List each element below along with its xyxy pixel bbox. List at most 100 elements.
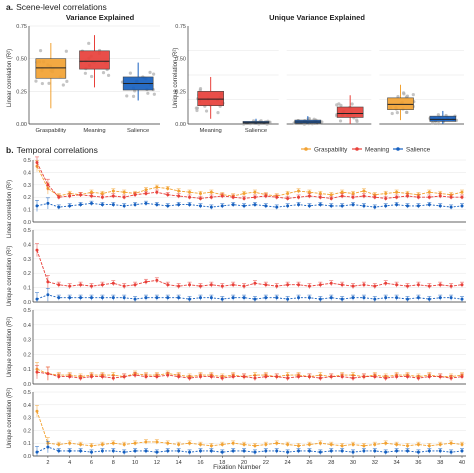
box-graspability-box bbox=[35, 58, 67, 79]
y-tick-label: 0.4 bbox=[23, 242, 31, 248]
data-point bbox=[405, 94, 410, 98]
x-tick-label: 20 bbox=[241, 460, 247, 466]
data-point-salience bbox=[395, 296, 399, 300]
data-point-salience bbox=[427, 449, 431, 453]
y-tick-label: 0.0 bbox=[23, 454, 31, 460]
data-point-salience bbox=[209, 449, 213, 453]
data-point-graspability bbox=[188, 190, 192, 194]
data-point-meaning bbox=[416, 283, 420, 287]
y-tick-label: 0.3 bbox=[23, 416, 31, 422]
y-tick-label: 0.5 bbox=[23, 228, 31, 234]
data-point-graspability bbox=[111, 189, 115, 193]
data-point-salience bbox=[155, 203, 159, 207]
unique-variance-title: Unique Variance Explained bbox=[269, 13, 365, 22]
temporal-unique-meaning-chart: 0.0 0.1 0.2 0.3 0.4 0.5 bbox=[23, 228, 466, 306]
data-point-meaning bbox=[198, 284, 202, 288]
data-point-meaning bbox=[340, 194, 344, 198]
data-point-salience bbox=[297, 296, 301, 300]
data-point bbox=[404, 110, 409, 115]
data-point-salience bbox=[438, 204, 442, 208]
y-tick-label: 0.3 bbox=[23, 338, 31, 344]
ylabel-temporal-1: Linear correlation (R²) bbox=[7, 180, 13, 238]
data-point-salience bbox=[373, 297, 377, 301]
x-tick-label: 4 bbox=[68, 460, 71, 466]
y-tick-label: 0.00 bbox=[16, 122, 27, 128]
ylabel-temporal-2: Unique correlation (R²) bbox=[7, 246, 13, 307]
data-point-graspability bbox=[362, 189, 366, 193]
data-point-salience bbox=[79, 203, 83, 207]
x-tick-label: Meaning bbox=[83, 128, 105, 134]
data-point-salience bbox=[242, 449, 246, 453]
data-point bbox=[146, 91, 150, 95]
data-point-meaning bbox=[242, 375, 246, 379]
data-point-meaning bbox=[438, 194, 442, 198]
data-point-salience bbox=[35, 204, 39, 208]
data-point-salience bbox=[307, 449, 311, 453]
data-point-salience bbox=[177, 296, 181, 300]
data-point-graspability bbox=[384, 191, 388, 195]
box-salience-box bbox=[429, 115, 457, 122]
data-point-meaning bbox=[35, 160, 39, 164]
data-point-salience bbox=[264, 204, 268, 208]
y-tick-label: 0.2 bbox=[23, 352, 31, 358]
data-point bbox=[395, 110, 399, 115]
data-point-salience bbox=[264, 449, 268, 453]
data-point-salience bbox=[111, 203, 115, 207]
data-point-salience bbox=[68, 449, 72, 453]
data-point-salience bbox=[307, 204, 311, 208]
series-line-meaning bbox=[36, 250, 463, 287]
y-tick-label: 0.2 bbox=[23, 195, 31, 201]
data-point-salience bbox=[89, 296, 93, 300]
data-point bbox=[40, 81, 44, 86]
data-point-salience bbox=[100, 296, 104, 300]
x-tick-label: Meaning bbox=[200, 128, 222, 134]
data-point-meaning bbox=[144, 191, 148, 195]
data-point-graspability bbox=[318, 441, 322, 445]
data-point-meaning bbox=[427, 284, 431, 288]
data-point-graspability bbox=[460, 442, 464, 446]
data-point-meaning bbox=[231, 283, 235, 287]
data-point-graspability bbox=[416, 442, 420, 446]
data-point-graspability bbox=[329, 442, 333, 446]
data-point-meaning bbox=[351, 284, 355, 288]
data-point-salience bbox=[460, 297, 464, 301]
series-line-graspability bbox=[36, 368, 463, 378]
series-line-meaning bbox=[36, 162, 462, 199]
data-point-salience bbox=[351, 296, 355, 300]
data-point-salience bbox=[253, 450, 257, 454]
y-tick-label: 0.2 bbox=[23, 271, 31, 277]
data-point-salience bbox=[188, 203, 192, 207]
data-point-graspability bbox=[111, 441, 115, 445]
data-point-graspability bbox=[351, 191, 355, 195]
data-point bbox=[436, 121, 441, 126]
data-point-salience bbox=[166, 296, 170, 300]
data-point-graspability bbox=[406, 444, 410, 448]
data-point-salience bbox=[198, 449, 202, 453]
data-point-graspability bbox=[177, 442, 181, 446]
data-point bbox=[396, 95, 400, 99]
data-point-meaning bbox=[264, 283, 268, 287]
data-point-meaning bbox=[155, 190, 159, 194]
data-point-salience bbox=[449, 205, 453, 209]
y-tick-label: 0.5 bbox=[23, 390, 31, 396]
data-point-salience bbox=[384, 296, 388, 300]
data-point-salience bbox=[231, 203, 235, 207]
x-tick-label: 40 bbox=[459, 460, 465, 466]
legend-marker-meaning bbox=[355, 147, 359, 151]
data-point-graspability bbox=[144, 188, 148, 192]
legend-marker-salience bbox=[396, 147, 400, 151]
data-point-graspability bbox=[122, 442, 126, 446]
data-point-salience bbox=[57, 205, 61, 209]
data-point bbox=[198, 88, 202, 92]
x-tick-label: Graspability bbox=[36, 128, 67, 134]
data-point bbox=[402, 91, 406, 95]
data-point bbox=[65, 79, 69, 83]
data-point-meaning bbox=[220, 194, 224, 198]
data-point-meaning bbox=[122, 195, 126, 199]
data-point-meaning bbox=[449, 195, 453, 199]
data-point-salience bbox=[438, 296, 442, 300]
box-meaning-box bbox=[197, 91, 224, 107]
data-point-meaning bbox=[188, 376, 192, 380]
data-point-meaning bbox=[449, 376, 453, 380]
legend-item-salience: Salience bbox=[393, 147, 431, 154]
